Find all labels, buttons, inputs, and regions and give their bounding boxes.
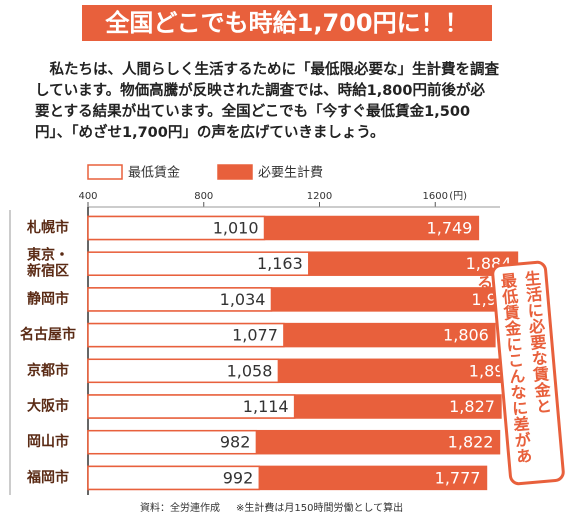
- note: ※生計費は月150時間労働として算出: [236, 501, 403, 514]
- value-label: 1,010: [213, 219, 259, 238]
- bar: [87, 215, 266, 241]
- category-line: 福岡市: [26, 469, 69, 486]
- bar: [87, 322, 285, 348]
- category-line: 東京・: [27, 247, 69, 264]
- x-tick-label: 1600: [423, 191, 448, 202]
- category-label: 名古屋市: [20, 326, 76, 343]
- intro-line: 要とする結果が出ています。全国どこでも「今すぐ最低賃金1,500: [35, 104, 471, 120]
- category-line: 名古屋市: [20, 326, 76, 343]
- value-label: 1,034: [220, 290, 266, 309]
- x-tick-label: 800: [194, 191, 213, 202]
- value-label: 1,749: [427, 219, 473, 238]
- value-label: 1,806: [443, 326, 489, 345]
- value-label: 1,077: [232, 326, 278, 345]
- category-line: 京都市: [27, 362, 69, 379]
- value-label: 1,822: [448, 433, 494, 452]
- bar: [87, 465, 261, 491]
- intro-line: しています。物価高騰が反映された調査では、時給1,800円前後が必: [35, 83, 485, 99]
- title-banner: [82, 5, 492, 41]
- value-label: 1,058: [227, 361, 273, 380]
- x-tick-label: 400: [78, 191, 97, 202]
- value-label: 1,114: [243, 397, 289, 416]
- category-line: 岡山市: [27, 433, 69, 450]
- intro-line: 私たちは、人間らしく生活するために「最低限必要な」生計費を調査: [49, 62, 500, 78]
- category-line: 静岡市: [27, 290, 69, 307]
- legend-swatch: [217, 164, 253, 180]
- category-line: 大阪市: [27, 398, 69, 415]
- category-label: 大阪市: [27, 398, 69, 415]
- category-label: 岡山市: [27, 433, 69, 450]
- value-label: 982: [220, 433, 251, 452]
- category-label: 静岡市: [27, 290, 69, 307]
- category-label: 札幌市: [26, 219, 69, 236]
- source: 資料：全労連作成: [140, 501, 220, 514]
- legend-label: 必要生計費: [258, 165, 323, 181]
- bar: [87, 429, 258, 455]
- value-label: 1,777: [435, 468, 481, 487]
- value-label: 992: [223, 468, 254, 487]
- category-line: 新宿区: [27, 263, 69, 280]
- category-label: 福岡市: [26, 469, 69, 486]
- intro: 私たちは、人間らしく生活するために「最低限必要な」生計費を調査しています。物価高…: [35, 60, 555, 144]
- category-line: 札幌市: [26, 219, 69, 236]
- value-label: 1,827: [449, 397, 495, 416]
- bar: [87, 251, 310, 276]
- intro-line: 円」、「めざせ1,700円」の声を広げていきましょう。: [35, 125, 385, 141]
- title: 全国どこでも時給1,700円に！！: [104, 9, 468, 37]
- x-tick-label: 1200: [307, 191, 332, 202]
- value-label: 1,163: [257, 254, 303, 273]
- legend-label: 最低賃金: [128, 165, 180, 181]
- bar: [87, 287, 273, 312]
- bar: [87, 358, 280, 384]
- category-label: 京都市: [27, 362, 69, 379]
- category-label: 東京・新宿区: [27, 247, 69, 280]
- legend-swatch: [87, 164, 123, 180]
- bar: [87, 394, 296, 419]
- x-unit: (円): [449, 191, 467, 202]
